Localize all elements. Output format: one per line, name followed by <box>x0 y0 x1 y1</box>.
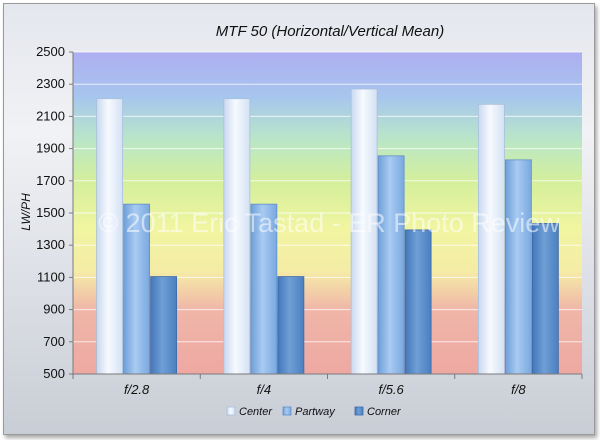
legend-label-partway: Partway <box>295 406 336 418</box>
y-axis-title: LW/PH <box>19 193 33 231</box>
bar-corner-3 <box>531 223 559 375</box>
y-tick-label: 1900 <box>36 141 65 156</box>
y-axis-ticks: 500 700 900 1100 1300 1500 1700 1900 2100 2300 250… <box>36 44 73 381</box>
y-tick-label: 1100 <box>37 269 65 284</box>
x-axis-ticks: f/2.8 f/4 f/5.6 f/8 <box>72 374 583 397</box>
bars <box>96 88 559 375</box>
watermark-text: © 2011 Eric Tastad - ER Photo Review <box>98 208 560 238</box>
bar-partway-2 <box>377 155 405 375</box>
y-tick-label: 700 <box>43 334 65 349</box>
legend-swatch-center <box>226 406 236 416</box>
y-tick-label: 2100 <box>36 108 65 123</box>
bar-corner-2 <box>404 229 432 375</box>
bar-partway-3 <box>504 159 532 375</box>
bar-partway-0 <box>123 203 151 375</box>
legend: Center Partway Corner <box>226 406 402 418</box>
x-tick-label: f/5.6 <box>378 382 404 397</box>
bar-center-3 <box>477 103 505 375</box>
legend-swatch-corner <box>354 406 364 416</box>
y-tick-label: 500 <box>43 366 65 381</box>
chart-title: MTF 50 (Horizontal/Vertical Mean) <box>216 23 444 40</box>
bar-corner-0 <box>150 276 178 375</box>
x-tick-label: f/2.8 <box>124 382 150 397</box>
y-tick-label: 1300 <box>36 237 65 252</box>
y-tick-label: 1700 <box>36 173 65 188</box>
bar-corner-1 <box>277 276 305 375</box>
bar-center-2 <box>350 88 378 375</box>
y-tick-label: 2300 <box>36 76 65 91</box>
y-tick-label: 900 <box>43 302 65 317</box>
bar-center-1 <box>223 98 251 375</box>
x-tick-label: f/8 <box>511 382 526 397</box>
bar-center-0 <box>96 98 124 375</box>
legend-swatch-partway <box>282 406 292 416</box>
y-tick-label: 2500 <box>36 44 65 59</box>
x-tick-label: f/4 <box>257 382 271 397</box>
bar-partway-1 <box>250 203 278 375</box>
y-tick-label: 1500 <box>36 205 65 220</box>
legend-label-center: Center <box>239 406 273 418</box>
legend-label-corner: Corner <box>367 406 402 418</box>
